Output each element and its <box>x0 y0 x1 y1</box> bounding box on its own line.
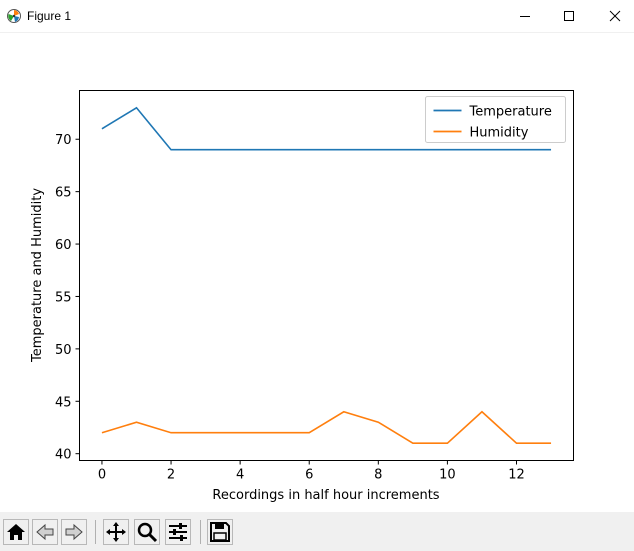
window-title: Figure 1 <box>27 9 72 23</box>
figure-canvas[interactable]: 0 2 4 6 8 10 12 40 45 50 55 60 65 70 Recordings in ha… <box>0 33 634 511</box>
x-tick-label: 6 <box>305 468 313 483</box>
series-line-temperature <box>101 106 552 151</box>
zoom-button[interactable] <box>134 519 160 545</box>
legend-label: Humidity <box>470 126 529 141</box>
minimize-button[interactable] <box>502 0 548 32</box>
pan-move-icon <box>106 522 126 542</box>
maximize-button[interactable] <box>546 0 592 32</box>
maximize-icon <box>564 11 574 21</box>
floppy-disk-icon <box>210 522 230 542</box>
forward-button[interactable] <box>61 519 87 545</box>
axis-ticks: 0 2 4 6 8 10 12 40 45 50 55 60 65 70 <box>55 133 525 482</box>
legend-label: Temperature <box>469 105 552 120</box>
x-tick-label: 4 <box>236 468 244 483</box>
legend: Temperature Humidity <box>425 96 566 143</box>
y-axis-label: Temperature and Humidity <box>30 188 45 363</box>
navigation-toolbar <box>0 512 634 551</box>
home-button[interactable] <box>3 519 29 545</box>
x-tick-label: 12 <box>508 468 525 483</box>
y-tick-label: 70 <box>55 133 72 148</box>
y-tick-label: 60 <box>55 238 72 253</box>
y-tick-label: 55 <box>55 290 72 305</box>
sliders-icon <box>169 523 187 541</box>
title-bar: Figure 1 <box>0 0 634 33</box>
back-arrow-icon <box>36 523 54 541</box>
x-tick-label: 10 <box>439 468 456 483</box>
close-button[interactable] <box>592 0 634 32</box>
x-tick-label: 8 <box>374 468 382 483</box>
toolbar-separator <box>200 520 201 544</box>
y-tick-label: 40 <box>55 448 72 463</box>
line-chart: 0 2 4 6 8 10 12 40 45 50 55 60 65 70 Recordings in ha… <box>30 90 574 503</box>
x-tick-label: 0 <box>98 468 106 483</box>
axes-frame <box>79 90 574 461</box>
toolbar-separator <box>95 520 96 544</box>
x-tick-label: 2 <box>167 468 175 483</box>
series-lines <box>101 106 552 445</box>
y-tick-label: 65 <box>55 186 72 201</box>
minimize-icon <box>520 16 530 17</box>
matplotlib-logo-icon <box>7 9 21 23</box>
x-axis-label: Recordings in half hour increments <box>212 488 439 503</box>
y-tick-label: 50 <box>55 343 72 358</box>
save-button[interactable] <box>207 519 233 545</box>
y-tick-label: 45 <box>55 395 72 410</box>
zoom-magnifier-icon <box>137 522 158 543</box>
configure-subplots-button[interactable] <box>165 519 191 545</box>
series-line-humidity <box>101 410 552 445</box>
pan-button[interactable] <box>103 519 129 545</box>
forward-arrow-icon <box>65 523 83 541</box>
home-icon <box>7 524 25 540</box>
back-button[interactable] <box>32 519 58 545</box>
close-icon <box>609 10 621 22</box>
